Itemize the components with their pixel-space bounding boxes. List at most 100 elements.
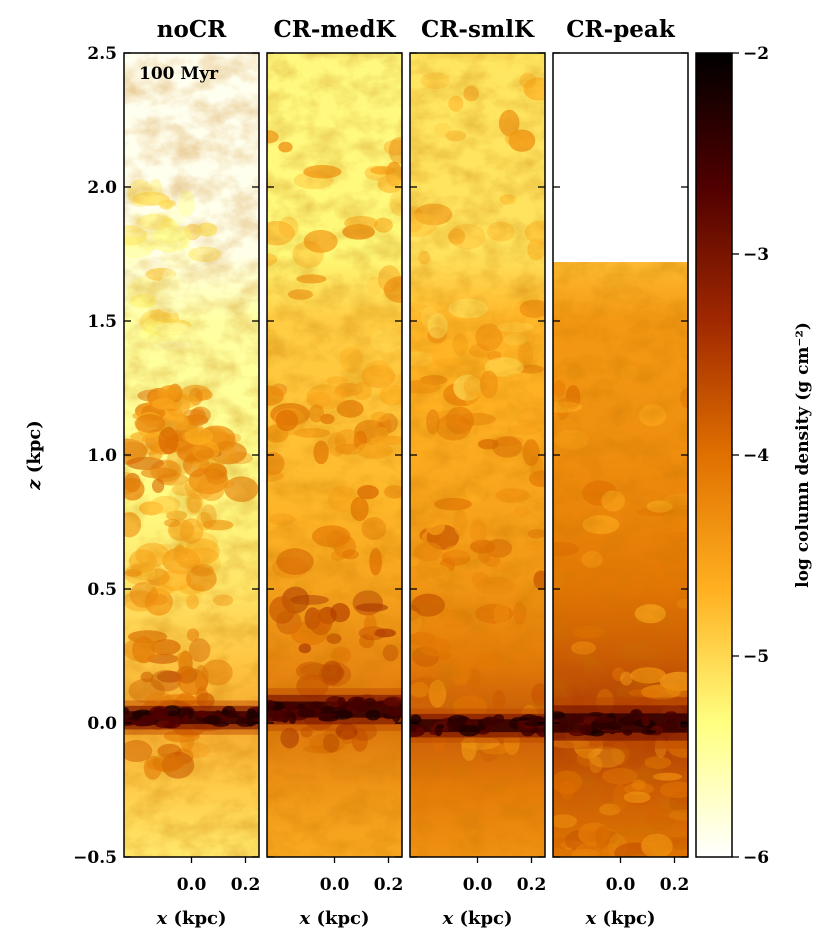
x-axis-label-var: x [441,908,453,929]
disk-clump [246,712,259,719]
disk-clump [267,699,276,711]
disk-clump [523,720,545,727]
disk-clump [601,722,622,731]
time-annotation: 100 Myr [139,64,219,84]
panel-image [267,53,402,857]
disk-clump [536,727,545,737]
disk-clump [267,714,280,722]
colorbar-tick-label: −6 [743,848,769,868]
disk-clump [238,712,247,718]
disk-clump [309,701,323,710]
disk-clump [588,730,605,737]
disk-clump [559,720,569,731]
disk-clump [446,720,466,728]
panel-image [410,53,545,857]
disk-clump [363,697,376,707]
panel-image [553,53,688,874]
panel-title: noCR [157,16,227,43]
disk-clump [365,709,381,721]
disk-clump [322,705,336,715]
ytick-label: 0.0 [87,714,117,734]
disk-clump [437,724,445,730]
disk-clump [594,716,615,724]
y-axis-label-var: z [24,479,45,491]
xtick-label: 0.0 [177,875,207,895]
panel-image [124,53,259,857]
turbulence-overlay [267,53,402,857]
disk-clump [568,722,575,730]
ytick-label: −0.5 [73,848,117,868]
disk-clump [528,715,544,722]
disk-clump [351,698,364,709]
colorbar-tick-label: −5 [743,647,769,667]
x-axis-label-var: x [155,908,167,929]
x-axis-label: x (kpc) [298,908,369,929]
disk-clump [355,706,369,712]
disk-clump [415,726,425,736]
disk-clump [149,706,169,718]
disk-clump [622,729,633,736]
xtick-label: 0.0 [463,875,493,895]
y-axis-label: z (kpc) [24,420,45,491]
x-axis-label-var: x [298,908,310,929]
x-axis-label-unit: (kpc) [453,908,512,929]
colorbar-gradient [695,52,733,858]
colorbar: −6 −5 −4 −3 −2 log column density (g cm⁻²) [695,44,813,868]
colorbar-tick-label: −4 [743,446,769,466]
disk-clump [641,715,651,727]
disk-clump [484,717,492,725]
x-axis-label-unit: (kpc) [310,908,369,929]
ytick-label: 1.0 [87,446,117,466]
turbulence-overlay [124,53,259,857]
disk-clump [679,720,688,729]
x-axis-label-var: x [584,908,596,929]
x-axis-label: x (kpc) [441,908,512,929]
ytick-label: 0.5 [87,580,117,600]
xtick-label: 0.2 [517,875,547,895]
x-axis-label-unit: (kpc) [596,908,655,929]
disk-clump [288,712,297,725]
xtick-label: 0.0 [320,875,350,895]
disk-clump [221,709,230,716]
xtick-label: 0.2 [660,875,690,895]
disk-clump [331,709,354,720]
disk-clump [156,720,170,726]
disk-clump [579,723,593,735]
x-axis-label: x (kpc) [584,908,655,929]
disk-clump [410,714,422,725]
disk-clump [385,708,402,717]
disk-clump [204,715,221,725]
x-axis-label-unit: (kpc) [167,908,226,929]
disk-clump [337,696,346,707]
xtick-label: 0.0 [606,875,636,895]
y-axis-label-unit: (kpc) [24,420,45,479]
panel-title: CR-smlK [421,16,535,43]
disk-clump [139,714,156,727]
ytick-label: 1.5 [87,312,117,332]
colorbar-tick-label: −3 [743,245,769,265]
ytick-label: 2.0 [87,178,117,198]
disk-clump [630,708,643,719]
disk-clump [508,719,518,729]
panel-title: CR-medK [273,16,396,43]
ytick-label: 2.5 [87,44,117,64]
x-axis-label: x (kpc) [155,908,226,929]
gas-blob [565,866,588,874]
disk-clump [588,711,604,717]
disk-clump [285,703,298,711]
panel-title: CR-peak [566,16,676,43]
xtick-label: 0.2 [374,875,404,895]
colorbar-label: log column density (g cm⁻²) [793,322,813,588]
disk-clump [644,729,657,734]
disk-clump [246,717,254,727]
disk-clump [663,714,685,722]
disk-clump [571,716,585,724]
empty-region [553,53,688,263]
disk-clump [124,707,130,714]
